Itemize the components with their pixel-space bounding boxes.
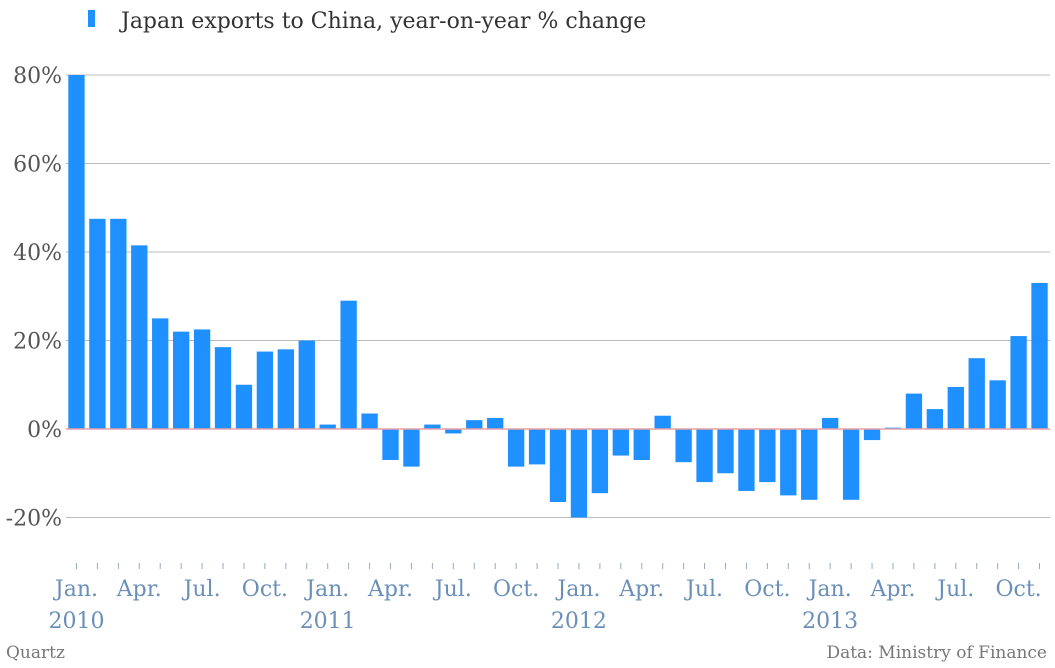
x-tick-label: Oct. (493, 577, 539, 602)
bar (612, 429, 629, 456)
x-tick-label: Jul. (433, 577, 472, 602)
x-tick-label: Apr. (869, 577, 915, 602)
legend: Japan exports to China, year-on-year % c… (88, 9, 646, 34)
y-axis-labels: 80% 60% 40% 20% 0% -20% (6, 64, 62, 532)
bar (696, 429, 713, 483)
bar (319, 424, 336, 429)
bar (68, 75, 85, 429)
bar (466, 420, 483, 429)
bar (361, 413, 378, 429)
bar (989, 380, 1006, 429)
legend-swatch (88, 10, 95, 27)
x-tick-label: Apr. (618, 577, 664, 602)
bar (340, 300, 357, 429)
bar (172, 331, 190, 429)
bar (926, 409, 944, 429)
bar (968, 358, 985, 429)
bar (675, 429, 692, 463)
bar (549, 429, 567, 503)
bar (487, 417, 504, 429)
y-tick-label: 20% (13, 330, 62, 355)
bar (152, 318, 169, 429)
x-tick-label: Jan. (555, 577, 600, 602)
footer: Quartz Data: Ministry of Finance (6, 643, 1047, 663)
x-tick-label: Jan. (304, 577, 349, 602)
bar (403, 429, 420, 467)
bar (863, 429, 881, 441)
bar (256, 351, 274, 429)
bar (214, 347, 232, 429)
x-tick-label: Oct. (242, 577, 288, 602)
bar (193, 329, 211, 429)
bar (717, 429, 734, 474)
bar (780, 429, 797, 496)
bars (68, 75, 1048, 518)
bar (89, 218, 106, 429)
bar (1031, 282, 1048, 429)
x-tick-label: Apr. (116, 577, 162, 602)
x-axis-labels: Jan. Apr. Jul. Oct. Jan. Apr. Jul. Oct. Jan. Apr.… (48, 577, 1041, 634)
footer-source-left: Quartz (6, 643, 65, 663)
y-tick-label: 80% (13, 64, 62, 89)
x-tick-label: Jul. (182, 577, 221, 602)
legend-label: Japan exports to China, year-on-year % c… (119, 9, 646, 34)
y-tick-label: 0% (27, 418, 62, 443)
bar (507, 429, 525, 467)
y-tick-label: 60% (13, 153, 62, 178)
footer-source-right: Data: Ministry of Finance (826, 643, 1047, 663)
x-axis-ticks (75, 563, 1041, 569)
x-year-label: 2013 (802, 609, 858, 634)
y-tick-label: 40% (13, 241, 62, 266)
x-tick-label: Jul. (935, 577, 974, 602)
bar (947, 386, 964, 429)
bar (1010, 336, 1027, 429)
x-tick-label: Jul. (684, 577, 723, 602)
x-year-label: 2012 (551, 609, 607, 634)
bar (633, 429, 650, 460)
bar (277, 349, 294, 429)
x-tick-label: Jan. (53, 577, 98, 602)
bar (445, 429, 462, 434)
bar (822, 417, 839, 429)
bar (842, 429, 860, 500)
bar (759, 429, 776, 483)
bar (424, 424, 441, 429)
x-year-label: 2011 (300, 609, 356, 634)
bar (528, 429, 546, 465)
x-tick-label: Oct. (995, 577, 1041, 602)
x-tick-label: Oct. (744, 577, 790, 602)
bar (382, 429, 399, 460)
x-tick-label: Jan. (807, 577, 852, 602)
bar (905, 393, 923, 429)
bar (235, 384, 253, 429)
y-tick-label: -20% (6, 507, 62, 532)
bar (591, 429, 609, 494)
bar (131, 245, 148, 429)
x-year-label: 2010 (48, 609, 104, 634)
bar (801, 429, 818, 500)
x-tick-label: Apr. (367, 577, 413, 602)
bar (110, 218, 127, 429)
bar (738, 429, 755, 491)
bar (570, 429, 588, 518)
bar (298, 340, 315, 429)
bar (654, 415, 671, 429)
